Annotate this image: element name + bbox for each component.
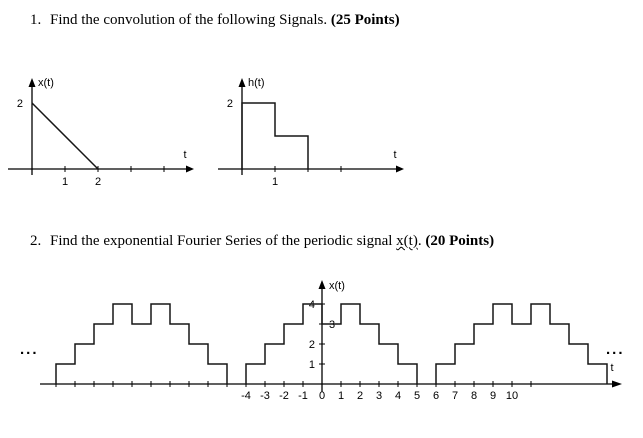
ht-y-axis-arrow-icon [238, 78, 246, 87]
graph-periodic-signal: x(t) t ... ... -4 -3 -2 -1 0 1 2 3 4 5 6 7 8 9 10 4 3 2 1 [20, 280, 625, 402]
periodic-y-axis-arrow-icon [318, 280, 326, 289]
tick-label: 3 [376, 390, 382, 402]
periodic-ylabel: x(t) [329, 280, 345, 292]
tick-label: -3 [260, 390, 270, 402]
question-2: 2. Find the exponential Fourier Series of… [0, 233, 643, 250]
tick-label: 2 [357, 390, 363, 402]
periodic-x-axis-arrow-icon [612, 380, 622, 388]
tick-label: 5 [414, 390, 420, 402]
xt-ylabel: x(t) [38, 77, 54, 89]
tick-label: 1 [338, 390, 344, 402]
tick-label: 6 [433, 390, 439, 402]
tick-label: -2 [279, 390, 289, 402]
question-1-number: 1. [30, 12, 42, 28]
xt-xlabel: t [183, 149, 186, 161]
question-1-points: (25 Points) [330, 12, 400, 28]
ht-xlabel: t [393, 149, 396, 161]
ht-x-axis-arrow-icon [396, 165, 404, 173]
tick-label: -1 [298, 390, 308, 402]
tick-label: 10 [506, 390, 518, 402]
question-2-number: 2. [30, 233, 42, 249]
y-tick-label: 4 [309, 299, 315, 311]
question-2-suffix: . [417, 233, 422, 249]
ht-signal [241, 102, 309, 169]
tick-label: 1 [272, 176, 278, 188]
ellipsis-left: ... [20, 341, 39, 358]
question-2-text: Find the exponential Fourier Series of t… [50, 233, 393, 249]
tick-label: 4 [395, 390, 401, 402]
tick-label: 9 [490, 390, 496, 402]
y-tick-label: 1 [309, 359, 315, 371]
periodic-xlabel: t [610, 362, 613, 374]
xt-signal [31, 102, 99, 170]
xt-yvalue-label: 2 [17, 98, 23, 110]
periodic-signal-line [55, 303, 608, 384]
xt-y-axis-arrow-icon [28, 78, 36, 87]
question-1: 1. Find the convolution of the following … [0, 0, 643, 29]
y-tick-label: 3 [329, 319, 335, 331]
tick-label: 1 [62, 176, 68, 188]
ht-ylabel: h(t) [248, 77, 265, 89]
tick-label: 0 [319, 390, 325, 402]
tick-label: 8 [471, 390, 477, 402]
tick-label: 2 [95, 176, 101, 188]
ht-yvalue-label: 2 [227, 98, 233, 110]
tick-label: -4 [241, 390, 251, 402]
tick-label: 7 [452, 390, 458, 402]
question-2-signal-name: x(t) [396, 233, 418, 249]
xt-signal-line [31, 102, 99, 170]
ellipsis-right: ... [606, 341, 625, 358]
xt-x-axis-arrow-icon [186, 165, 194, 173]
question-1-text: Find the convolution of the following Si… [50, 12, 328, 28]
graph-ht: h(t) 2 t 1 [218, 77, 404, 188]
periodic-signal [55, 303, 608, 384]
y-tick-label: 2 [309, 339, 315, 351]
ht-signal-line [241, 102, 309, 169]
question-2-points: (20 Points) [425, 233, 495, 249]
